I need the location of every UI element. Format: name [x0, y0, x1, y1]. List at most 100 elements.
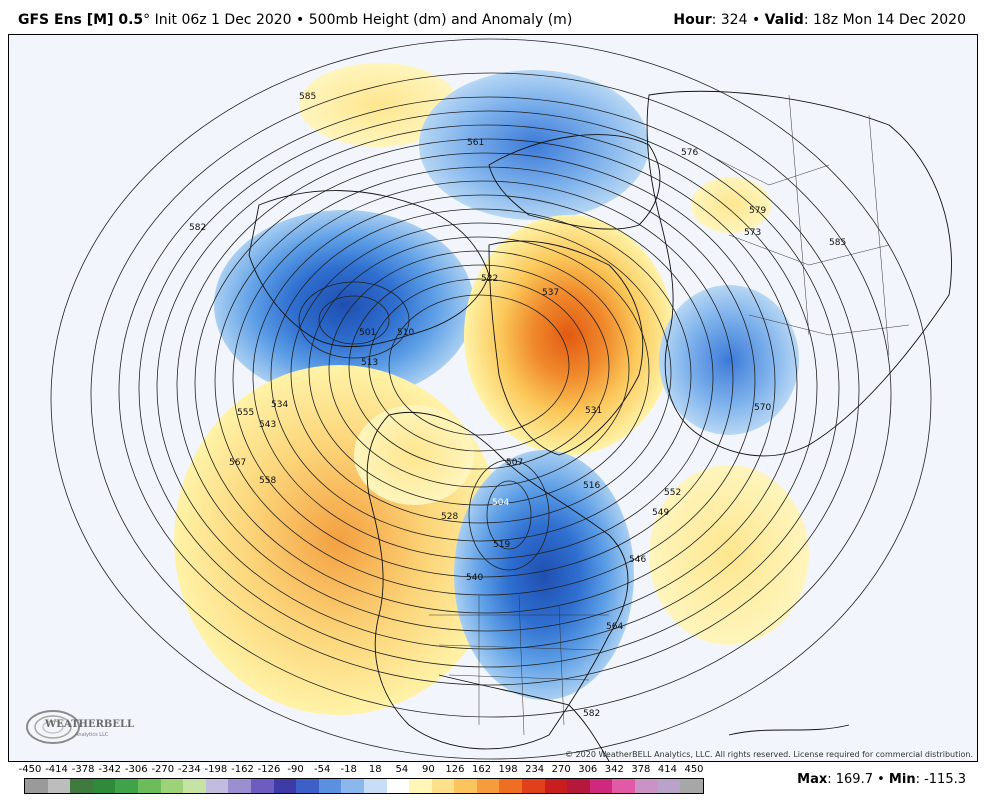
landmass-eurasia [646, 90, 952, 457]
contour-label: 546 [629, 555, 646, 565]
anomaly-map: 585 561 576 579 573 585 582 522 537 510 … [9, 35, 977, 761]
contour-label: 507 [506, 458, 523, 468]
chart-title: GFS Ens [M] 0.5° Init 06z 1 Dec 2020 • 5… [18, 12, 572, 28]
colorbar-swatch [363, 779, 387, 793]
colorbar-swatch [499, 779, 523, 793]
contour-label: 552 [664, 488, 681, 498]
colorbar-tick-label: -234 [178, 764, 201, 775]
colorbar-swatch [522, 779, 545, 793]
colorbar-swatch [228, 779, 251, 793]
warm-anomaly-north-pacific [299, 63, 459, 147]
landmass-north-america [366, 411, 629, 750]
colorbar-tick-label: -54 [313, 764, 331, 775]
warm-anomaly-greenland [464, 215, 674, 455]
contour-label: 510 [397, 328, 414, 338]
logo-text: WEATHERBELL [45, 719, 135, 730]
height-contours [50, 38, 932, 760]
colorbar-tick-label: 450 [684, 764, 704, 775]
colorbar-swatch [205, 779, 229, 793]
contour-label: 573 [744, 228, 761, 238]
colorbar-tick-label: 18 [368, 764, 382, 775]
max-value: : 169.7 [827, 772, 873, 787]
cool-anomaly-mediterranean [659, 285, 799, 435]
colorbar-tick-label: 198 [498, 764, 518, 775]
landmass-scandinavia [488, 134, 661, 230]
forecast-time: Hour: 324 • Valid: 18z Mon 14 Dec 2020 [673, 12, 966, 28]
stats-separator: • [872, 772, 889, 787]
contour-label: 513 [361, 358, 378, 368]
colorbar-swatch [589, 779, 613, 793]
colorbar-swatch [25, 779, 48, 793]
colorbar-tick-label: -342 [98, 764, 122, 775]
weatherbell-logo: WEATHERBELL Analytics LLC [23, 705, 134, 747]
min-value: : -115.3 [915, 772, 966, 787]
colorbar-tick-label: 162 [471, 764, 492, 775]
colorbar-swatch [115, 779, 138, 793]
hour-label: Hour [673, 12, 712, 28]
colorbar-swatch [431, 779, 455, 793]
map-panel: 585 561 576 579 573 585 582 522 537 510 … [8, 34, 978, 762]
contour-label: 531 [585, 406, 602, 416]
contour-label: 555 [237, 408, 254, 418]
field-name: 500mb Height (dm) and Anomaly (m) [308, 12, 573, 28]
contour-label: 585 [299, 92, 316, 102]
cool-anomaly-siberia [214, 210, 474, 400]
colorbar-scale [24, 778, 704, 794]
contour-label: 582 [189, 223, 206, 233]
contour-label: 519 [493, 540, 510, 550]
colorbar-tick-label: 90 [422, 764, 435, 775]
max-label: Max [797, 772, 828, 787]
colorbar-swatch [70, 779, 93, 793]
colorbar: -450 -414 -378 -342 -306 -270 -234 -198 -162 -126… [8, 762, 708, 808]
contour-label: 579 [749, 206, 766, 216]
valid-label: Valid [764, 12, 804, 28]
contour-label: 534 [271, 400, 288, 410]
title-separator: • [291, 12, 309, 28]
contour-label: 537 [542, 288, 559, 298]
contour-label: 501 [359, 328, 376, 338]
colorbar-tick-label: -270 [151, 764, 175, 775]
colorbar-tick-label: 234 [525, 764, 545, 775]
logo-swirl [26, 710, 80, 744]
colorbar-swatch [544, 779, 568, 793]
political-borders [429, 94, 910, 736]
colorbar-swatch [386, 779, 410, 793]
hour-value: : 324 [711, 12, 748, 28]
contour-label: 582 [583, 709, 600, 719]
colorbar-tick-label: 378 [631, 764, 651, 775]
colorbar-swatch [318, 779, 342, 793]
colorbar-swatch [273, 779, 297, 793]
model-name: GFS Ens [M] 0.5 [18, 12, 144, 28]
colorbar-tick-label: -414 [45, 764, 68, 775]
colorbar-swatch [92, 779, 116, 793]
colorbar-tick-label: 342 [604, 764, 624, 775]
contour-label: 540 [466, 573, 483, 583]
contour-label: 561 [467, 138, 484, 148]
anomaly-stats: Max: 169.7 • Min: -115.3 [797, 772, 966, 787]
colorbar-swatch [409, 779, 432, 793]
colorbar-swatch [296, 779, 319, 793]
colorbar-swatch [567, 779, 590, 793]
contour-label: 585 [829, 238, 846, 248]
warm-anomaly-atlantic [649, 465, 809, 645]
colorbar-tick-label: 306 [578, 764, 598, 775]
contour-label: 528 [441, 512, 458, 522]
colorbar-swatch [476, 779, 500, 793]
contour-label: 558 [259, 476, 276, 486]
landmass-greenland [488, 240, 644, 456]
colorbar-tick-label: 54 [395, 764, 409, 775]
contour-label: 570 [754, 403, 771, 413]
colorbar-swatch [183, 779, 206, 793]
contour-labels: 585 561 576 579 573 585 582 522 537 510 … [189, 92, 846, 719]
contour-label: 504 [492, 498, 509, 508]
coastline-gulf [438, 674, 610, 761]
colorbar-swatch [612, 779, 636, 793]
colorbar-tick-label: -18 [340, 764, 357, 775]
colorbar-swatch [250, 779, 274, 793]
valid-value: : 18z Mon 14 Dec 2020 [803, 12, 966, 28]
colorbar-swatch [341, 779, 364, 793]
colorbar-tick-label: -126 [257, 764, 281, 775]
copyright-notice: © 2020 WeatherBELL Analytics, LLC. All r… [565, 750, 973, 759]
cool-anomaly-east-na [454, 450, 634, 700]
logo-subtext: Analytics LLC [75, 732, 109, 738]
